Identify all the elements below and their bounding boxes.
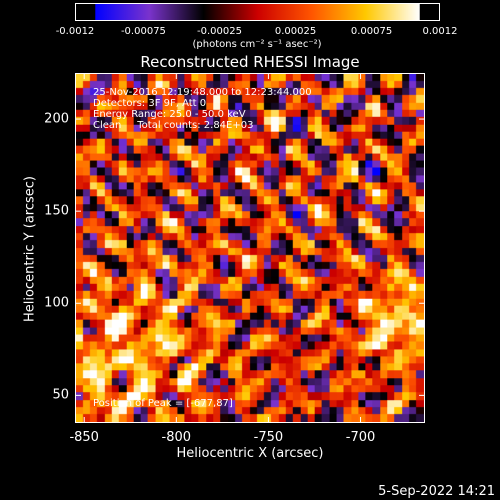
annotation-energy-range: Energy Range: 25.0 - 50.0 keV — [93, 109, 246, 120]
colorbar-unit-label: (photons cm⁻² s⁻¹ asec⁻²) — [192, 39, 322, 50]
y-axis-label: Heliocentric Y (arcsec) — [22, 176, 38, 322]
colorbar-tick-label: 0.00075 — [350, 26, 393, 37]
x-axis-label: Heliocentric X (arcsec) — [176, 446, 324, 461]
y-tick-label: 100 — [44, 295, 69, 311]
annotation-peak-position: Position of Peak = [-677,87] — [93, 398, 233, 409]
colorbar-tick-label: 0.00025 — [274, 26, 317, 37]
date-stamp: 5-Sep-2022 14:21 — [378, 484, 495, 499]
plot-area — [75, 73, 425, 423]
annotation-detectors: Detectors: 3F 9F, Att 0 — [93, 98, 207, 109]
colorbar — [75, 3, 440, 21]
colorbar-tick-label: -0.00025 — [196, 26, 242, 37]
x-tick-label: -700 — [345, 430, 376, 445]
colorbar-gradient — [95, 4, 420, 20]
chart-title: Reconstructed RHESSI Image — [140, 53, 360, 71]
colorbar-tick-label: -0.0012 — [55, 26, 95, 37]
y-tick-label: 150 — [44, 203, 69, 219]
colorbar-tick-label: -0.00075 — [120, 26, 166, 37]
x-tick-label: -800 — [161, 430, 192, 445]
heatmap-image — [76, 74, 424, 422]
y-tick-label: 50 — [52, 387, 69, 403]
colorbar-tick-label: 0.0012 — [422, 26, 458, 37]
y-tick-label: 200 — [44, 111, 69, 127]
x-tick-label: -850 — [69, 430, 99, 445]
annotation-time-range: 25-Nov-2016 12:19:48.000 to 12:23:44.000 — [93, 87, 312, 98]
x-tick-label: -750 — [253, 430, 284, 445]
annotation-method: Clean Total counts: 2.84E+03 — [93, 120, 254, 131]
